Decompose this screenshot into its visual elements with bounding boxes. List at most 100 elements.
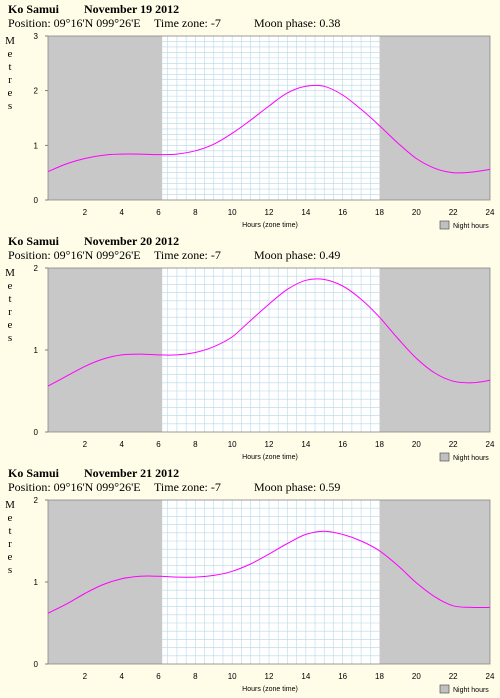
x-tick-label: 22: [449, 440, 458, 449]
position-label: Position: 09°16'N 099°26'E: [8, 248, 141, 262]
place-name: Ko Samui: [8, 234, 60, 248]
chart-date: November 20 2012: [84, 234, 180, 248]
legend-label: Night hours: [453, 455, 489, 462]
y-tick-label: 0: [34, 428, 39, 437]
y-axis-letter: M: [5, 267, 15, 279]
x-tick-label: 16: [338, 208, 347, 217]
panel-title: Ko Samui November 20 2012: [8, 234, 179, 249]
y-axis-letter: s: [8, 100, 12, 112]
legend-swatch: [439, 220, 450, 230]
x-tick-label: 2: [83, 440, 88, 449]
night-shade: [379, 500, 490, 664]
y-axis-letter: M: [5, 499, 15, 511]
x-axis-label: Hours (zone time): [242, 686, 298, 693]
x-tick-label: 24: [486, 672, 495, 681]
y-axis-letter: e: [8, 280, 13, 292]
tide-panel: Ko Samui November 20 2012 Position: 09°16'…: [0, 232, 500, 464]
legend-label: Night hours: [453, 687, 489, 694]
x-tick-label: 12: [265, 440, 274, 449]
y-axis-letter: e: [8, 551, 13, 563]
tide-panel: Ko Samui November 19 2012 Position: 09°16'…: [0, 0, 500, 232]
y-axis-letter: M: [5, 35, 15, 47]
x-tick-label: 6: [156, 672, 161, 681]
x-axis-label: Hours (zone time): [242, 222, 298, 229]
y-tick-label: 1: [34, 141, 39, 150]
y-tick-label: 3: [34, 32, 39, 41]
x-tick-label: 4: [119, 440, 124, 449]
x-tick-label: 6: [156, 440, 161, 449]
chart-date: November 21 2012: [84, 466, 180, 480]
y-axis-letter: t: [8, 525, 11, 537]
y-axis-letter: r: [8, 538, 12, 550]
x-tick-label: 22: [449, 208, 458, 217]
chart-date: November 19 2012: [84, 2, 180, 16]
y-axis-letter: s: [8, 332, 12, 344]
y-tick-label: 0: [34, 660, 39, 669]
x-tick-label: 18: [375, 672, 384, 681]
panel-title: Ko Samui November 19 2012: [8, 2, 179, 17]
x-tick-label: 10: [228, 208, 237, 217]
y-axis-letter: e: [8, 87, 13, 99]
y-tick-label: 2: [34, 87, 39, 96]
y-axis-letter: t: [8, 293, 11, 305]
y-axis-letter: s: [8, 564, 12, 576]
tide-panel: Ko Samui November 21 2012 Position: 09°16'…: [0, 464, 500, 696]
moon-phase-label: Moon phase: 0.49: [254, 248, 341, 262]
moon-phase-label: Moon phase: 0.38: [254, 16, 341, 30]
timezone-label: Time zone: -7: [154, 480, 221, 494]
x-tick-label: 8: [193, 440, 198, 449]
y-axis-letter: r: [8, 74, 12, 86]
x-tick-label: 4: [119, 208, 124, 217]
legend-swatch: [439, 452, 450, 462]
timezone-label: Time zone: -7: [154, 248, 221, 262]
x-tick-label: 16: [338, 672, 347, 681]
x-axis-label: Hours (zone time): [242, 454, 298, 461]
night-shade: [48, 500, 163, 664]
x-tick-label: 14: [301, 440, 310, 449]
place-name: Ko Samui: [8, 2, 60, 16]
position-label: Position: 09°16'N 099°26'E: [8, 480, 141, 494]
tide-line: [47, 278, 491, 387]
y-axis-letter: t: [8, 61, 11, 73]
x-tick-label: 4: [119, 672, 124, 681]
y-axis-letter: e: [8, 512, 13, 524]
x-tick-label: 14: [301, 672, 310, 681]
y-axis-letter: e: [8, 48, 13, 60]
y-axis-letter: r: [8, 306, 12, 318]
tide-line: [47, 530, 491, 614]
y-tick-label: 2: [34, 496, 39, 505]
y-tick-label: 0: [34, 196, 39, 205]
x-tick-label: 18: [375, 440, 384, 449]
x-tick-label: 20: [412, 672, 421, 681]
tide-line: [47, 84, 491, 174]
night-shade: [379, 36, 490, 200]
timezone-label: Time zone: -7: [154, 16, 221, 30]
x-tick-label: 10: [228, 672, 237, 681]
x-tick-label: 6: [156, 208, 161, 217]
plot-frame: [47, 35, 491, 201]
x-tick-label: 20: [412, 208, 421, 217]
x-tick-label: 12: [265, 672, 274, 681]
legend-swatch: [439, 684, 450, 694]
x-tick-label: 2: [83, 208, 88, 217]
x-tick-label: 10: [228, 440, 237, 449]
y-tick-label: 2: [34, 264, 39, 273]
position-label: Position: 09°16'N 099°26'E: [8, 16, 141, 30]
legend-label: Night hours: [453, 223, 489, 230]
moon-phase-label: Moon phase: 0.59: [254, 480, 341, 494]
y-axis-letter: e: [8, 319, 13, 331]
y-tick-label: 1: [34, 346, 39, 355]
x-tick-label: 20: [412, 440, 421, 449]
x-tick-label: 14: [301, 208, 310, 217]
night-shade: [379, 268, 490, 432]
x-tick-label: 24: [486, 208, 495, 217]
panel-title: Ko Samui November 21 2012: [8, 466, 179, 481]
night-shade: [48, 268, 163, 432]
x-tick-label: 18: [375, 208, 384, 217]
